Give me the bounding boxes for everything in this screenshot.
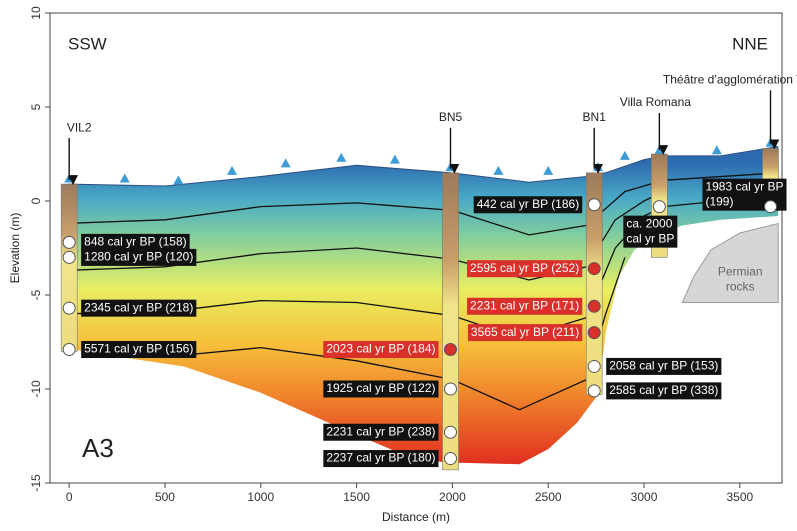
sample-point: [444, 383, 456, 395]
sample-label: 2345 cal yr BP (218): [81, 300, 196, 317]
x-tick-label: 1500: [343, 490, 370, 504]
page: Distance (m) Elevation (m) SSW NNE A3 0 5…: [0, 0, 797, 531]
sample-label-text: 1983 cal yr BP: [705, 179, 783, 193]
sample-point: [588, 360, 600, 372]
sample-point: [588, 263, 600, 275]
sample-point: [653, 201, 665, 213]
y-tick-label: -15: [29, 474, 43, 492]
sample-label: 2585 cal yr BP (338): [606, 382, 721, 399]
y-tick-label: -10: [29, 380, 43, 398]
sample-label: 1280 cal yr BP (120): [81, 249, 196, 266]
y-tick-label: -5: [29, 289, 43, 300]
direction-left: SSW: [68, 34, 107, 53]
sample-label: 848 cal yr BP (158): [81, 234, 189, 251]
sample-label: 2595 cal yr BP (252): [467, 260, 582, 277]
y-tick-label: 10: [29, 6, 43, 20]
sample-label: 2231 cal yr BP (238): [323, 424, 438, 441]
sample-label: 2023 cal yr BP (184): [323, 341, 438, 358]
sample-point: [63, 302, 75, 314]
y-tick-label: 5: [29, 103, 43, 110]
sample-label-text: 2058 cal yr BP (153): [609, 359, 718, 373]
bedrock-label: Permian: [718, 265, 763, 279]
chart: Distance (m) Elevation (m) SSW NNE A3 0 5…: [0, 0, 797, 531]
sample-label-text: ca. 2000: [626, 216, 672, 230]
sample-label-text: 5571 cal yr BP (156): [84, 342, 193, 356]
borehole-column: [442, 173, 458, 470]
sample-label-text: 848 cal yr BP (158): [84, 235, 187, 249]
sample-point: [588, 199, 600, 211]
sample-point: [444, 344, 456, 356]
borehole-name: BN1: [583, 110, 607, 124]
sample-point: [588, 300, 600, 312]
sample-point: [63, 236, 75, 248]
y-axis-label: Elevation (m): [8, 213, 22, 284]
sample-point: [63, 251, 75, 263]
x-tick-label: 1000: [247, 490, 274, 504]
x-axis-label: Distance (m): [382, 510, 450, 524]
sample-label-text: 2231 cal yr BP (238): [326, 424, 435, 438]
sample-label-text: 2237 cal yr BP (180): [326, 451, 435, 465]
sample-label: 2058 cal yr BP (153): [606, 358, 721, 375]
sample-label-text: 3565 cal yr BP (211): [471, 325, 579, 339]
sample-label: 3565 cal yr BP (211): [468, 324, 582, 341]
borehole-column: [61, 184, 77, 351]
sample-label-text: 2345 cal yr BP (218): [84, 300, 193, 314]
bedrock-label: rocks: [726, 280, 755, 294]
x-tick-label: 0: [66, 490, 73, 504]
x-tick-label: 500: [155, 490, 175, 504]
x-tick-label: 3500: [726, 490, 753, 504]
direction-right: NNE: [732, 34, 768, 53]
sample-point: [588, 327, 600, 339]
sample-label: 5571 cal yr BP (156): [81, 341, 196, 358]
x-tick-label: 2000: [439, 490, 466, 504]
sample-label-text: (199): [705, 194, 733, 208]
y-tick-label: 0: [29, 197, 43, 204]
sample-point: [444, 426, 456, 438]
sample-label-text: 2231 cal yr BP (171): [470, 298, 579, 312]
sample-label-text: 2023 cal yr BP (184): [326, 342, 435, 356]
panel-label: A3: [82, 433, 114, 463]
sample-point: [588, 385, 600, 397]
sample-label-text: 1280 cal yr BP (120): [84, 250, 193, 264]
sample-point: [444, 453, 456, 465]
borehole-name: Théâtre d’agglomération T2: [663, 73, 797, 87]
sample-label: 442 cal yr BP (186): [474, 196, 583, 213]
sample-label: 2231 cal yr BP (171): [467, 298, 582, 315]
sample-label-text: cal yr BP: [626, 231, 674, 245]
borehole-name: BN5: [439, 110, 463, 124]
sample-label-text: 2595 cal yr BP (252): [470, 261, 579, 275]
borehole-name: VIL2: [67, 120, 92, 134]
x-tick-label: 3000: [631, 490, 658, 504]
sample-label: 1925 cal yr BP (122): [323, 381, 438, 398]
sample-label-text: 442 cal yr BP (186): [477, 197, 580, 211]
sample-label-text: 1925 cal yr BP (122): [326, 381, 435, 395]
sample-label-text: 2585 cal yr BP (338): [609, 383, 718, 397]
sample-point: [765, 201, 777, 213]
borehole-name: Villa Romana: [620, 95, 691, 109]
sample-point: [63, 344, 75, 356]
sample-label: 2237 cal yr BP (180): [323, 450, 438, 467]
x-tick-label: 2500: [535, 490, 562, 504]
